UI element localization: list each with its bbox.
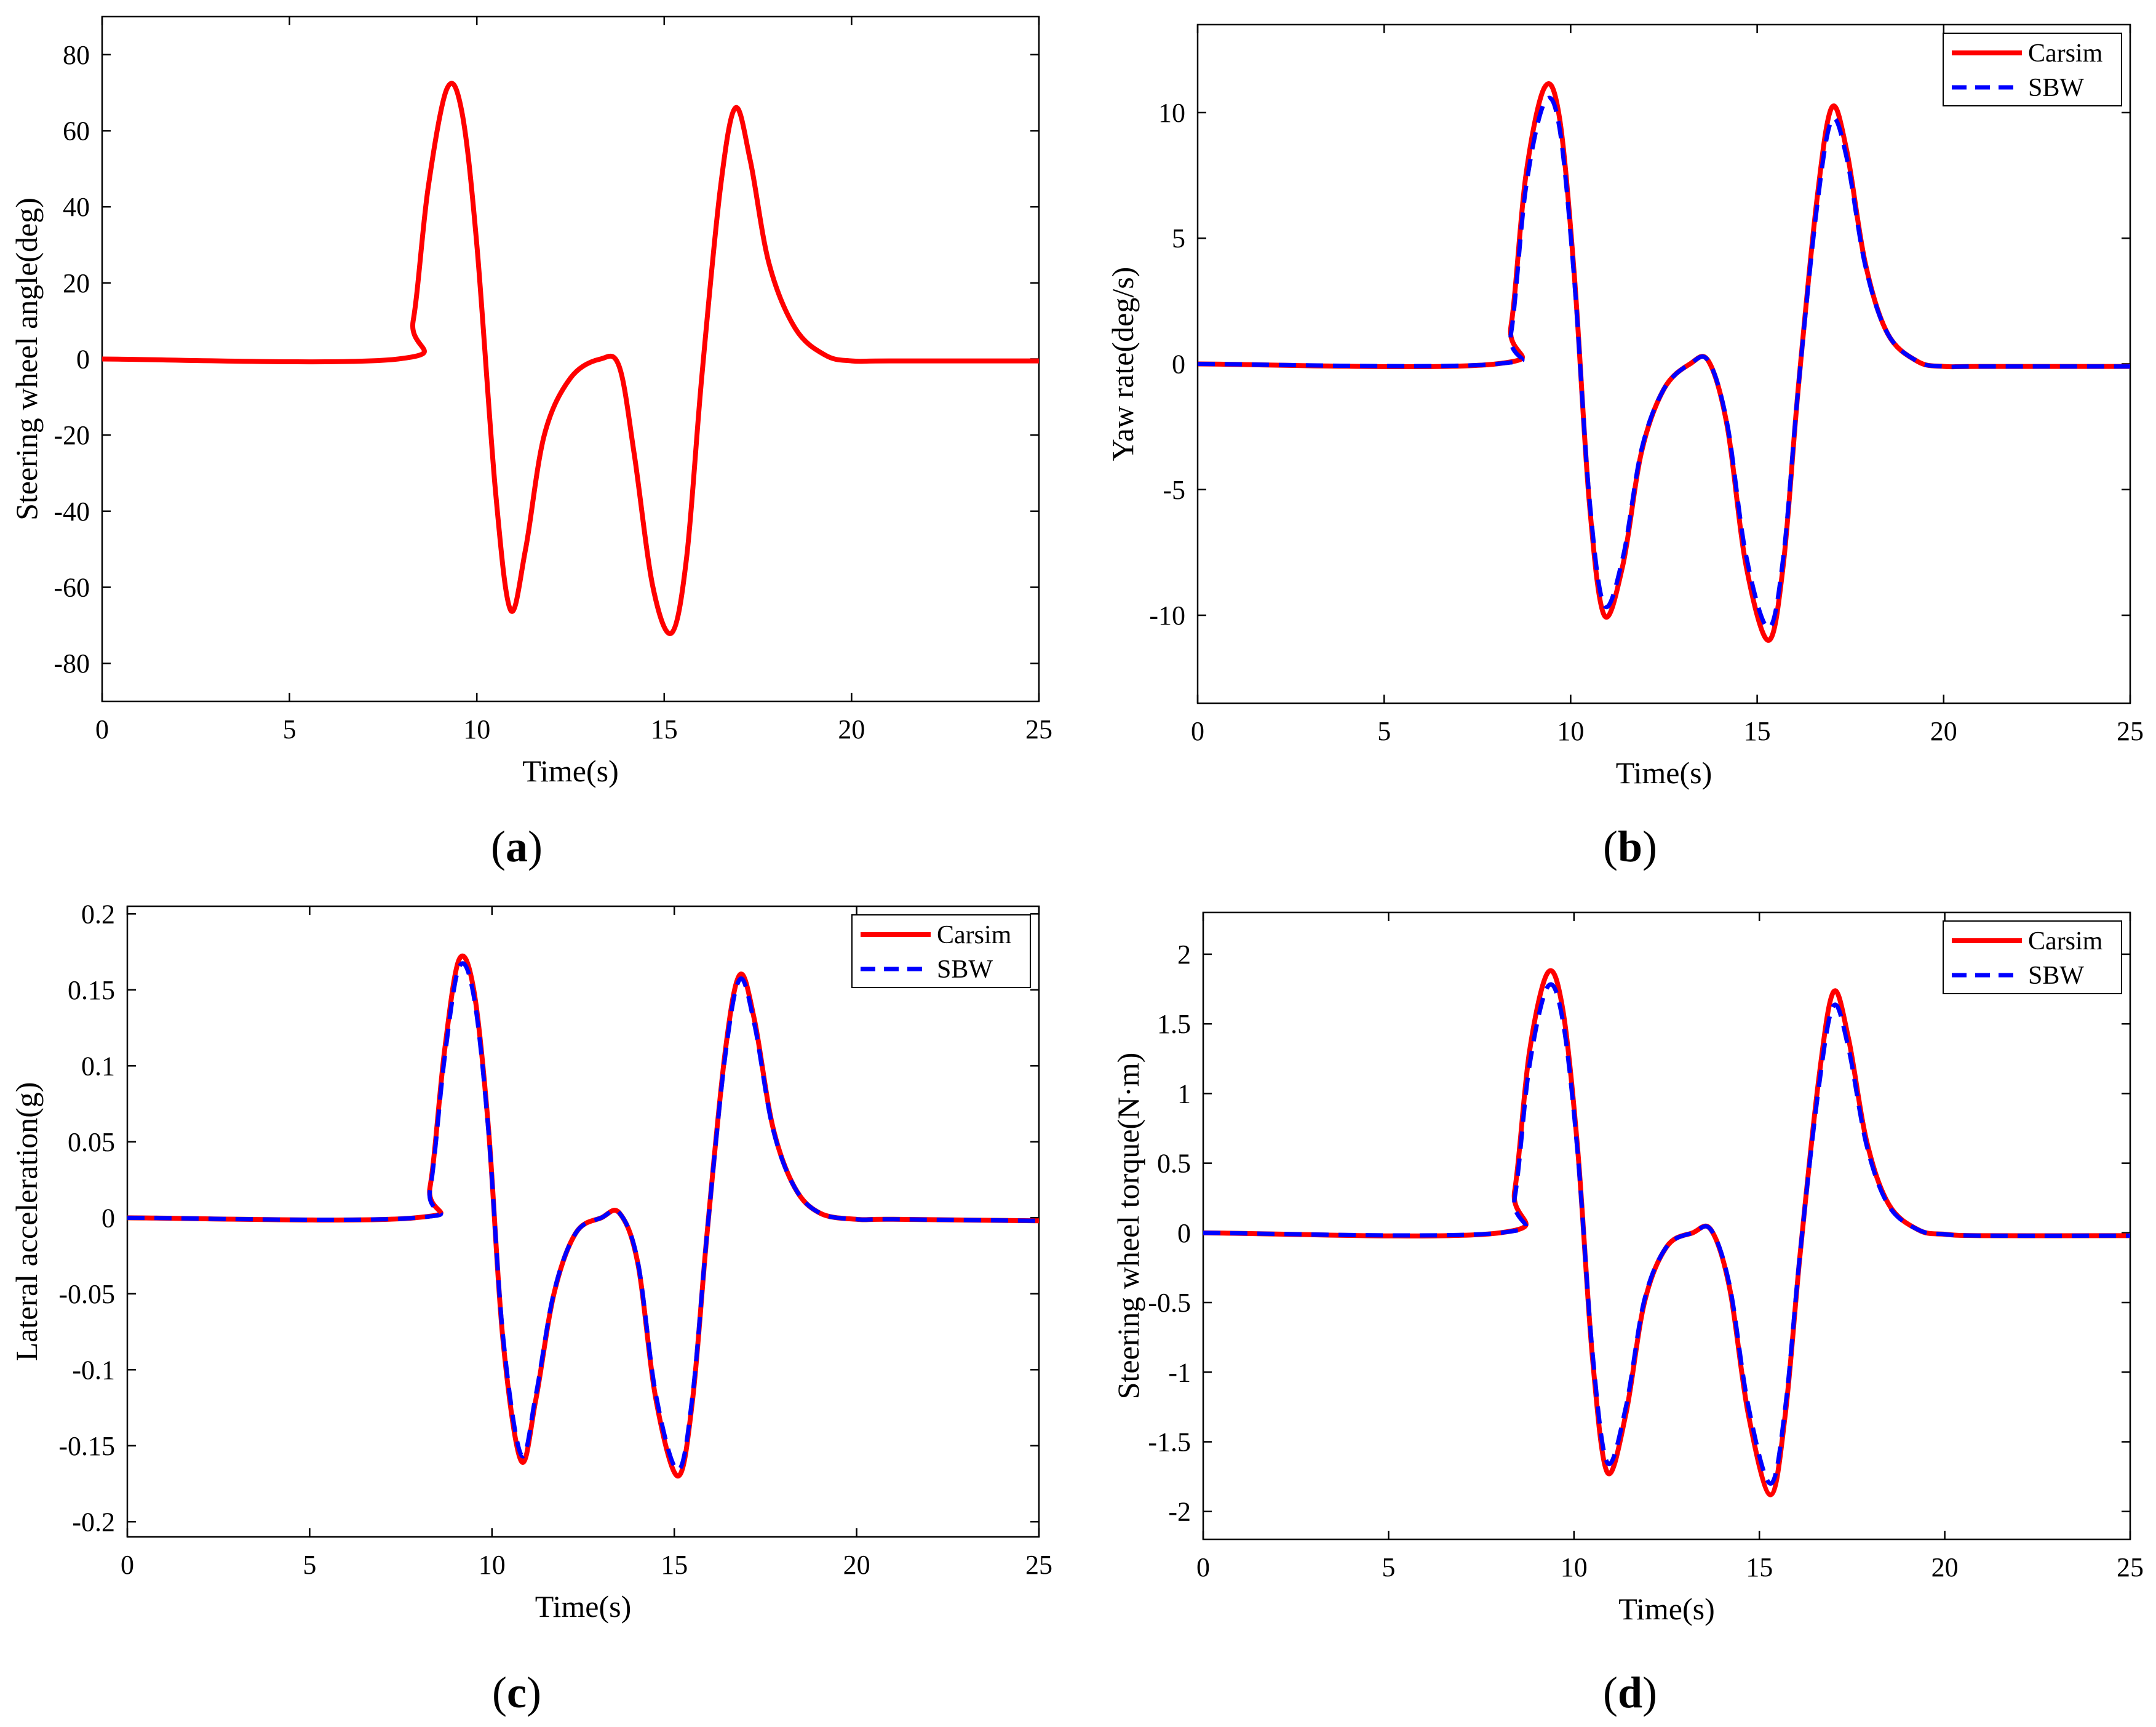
y-tick-label: -40 [54,497,90,527]
y-tick-label: 1 [1177,1079,1191,1109]
y-tick-label: -5 [1163,475,1185,505]
x-tick-label: 10 [1561,1552,1588,1582]
y-tick-label: -0.05 [58,1279,115,1309]
series-line-sbw [1203,982,2130,1486]
x-tick-label: 20 [838,714,865,744]
y-tick-label: 10 [1158,98,1185,128]
y-tick-label: 5 [1172,223,1185,253]
x-axis-label: Time(s) [522,754,619,788]
legend-box [1943,920,2122,994]
y-tick-label: -1.5 [1148,1427,1191,1457]
y-tick-label: 80 [63,40,90,70]
panel-letter: a [506,822,528,871]
x-tick-label: 5 [1382,1552,1395,1582]
x-tick-label: 20 [1930,716,1957,746]
panel-letter: b [1618,822,1642,871]
y-tick-label: 2 [1177,939,1191,970]
y-tick-label: -60 [54,573,90,603]
legend-label-carsim: Carsim [937,921,1012,949]
x-tick-label: 10 [463,714,490,744]
x-tick-label: 10 [1557,716,1584,746]
y-tick-label: 0 [1177,1218,1191,1248]
y-tick-label: 0 [101,1203,115,1233]
x-tick-label: 5 [283,714,296,744]
panel-label: (b) [1603,822,1657,871]
y-tick-label: 0.5 [1157,1149,1191,1179]
plot-frame [1202,911,2131,1541]
y-tick-label: 0.15 [68,975,115,1005]
y-tick-label: -0.5 [1148,1288,1191,1318]
x-axis-label: Time(s) [535,1589,632,1624]
x-axis-label: Time(s) [1618,1592,1715,1626]
series-group [1198,81,2130,643]
y-axis-label: Lateral acceleration(g) [9,1082,44,1362]
chart-panel-b: 0 5 10 15 20 25 10 5 0 -5 -10 Time(s) Yaw rate(deg/s… [1105,23,2144,871]
legend-label-carsim: Carsim [2028,927,2103,955]
x-tick-label: 25 [2117,1552,2144,1582]
panel-label: (c) [492,1668,541,1717]
y-tick-label: 60 [63,116,90,146]
y-tick-label: 0.05 [68,1127,115,1157]
series-group [127,953,1039,1479]
x-tick-label: 0 [121,1550,134,1580]
chart-panel-c: 0 5 10 15 20 25 0.2 0.15 0.1 0.05 0 -0.05 -0.1 -0.15 -… [9,899,1052,1717]
x-tick-label: 10 [479,1550,506,1580]
y-tick-label: -10 [1149,600,1185,631]
panel-label: (d) [1603,1668,1657,1717]
x-tick-label: 15 [661,1550,688,1580]
series-line-sbw [1198,95,2130,630]
x-tick-label: 5 [1377,716,1391,746]
legend-box [1943,33,2122,106]
y-tick-label: -1 [1168,1357,1191,1387]
y-tick-label: -0.1 [72,1355,115,1385]
y-axis-label: Steering wheel angle(deg) [9,197,44,520]
x-tick-label: 25 [1025,714,1052,744]
y-tick-label: -20 [54,420,90,450]
y-tick-label: -0.2 [72,1507,115,1537]
x-tick-label: 15 [651,714,678,744]
x-tick-label: 0 [95,714,109,744]
y-tick-label: 0 [76,345,90,375]
series-line-sbw [127,961,1039,1472]
y-tick-label: -0.15 [58,1431,115,1461]
legend-label-sbw: SBW [2028,74,2084,102]
y-tick-label: 40 [63,192,90,222]
chart-panel-d: 0 5 10 15 20 25 2 1.5 1 0.5 0 -0.5 -1 -1.5 -2 Time(s) St… [1111,911,2144,1717]
series-group [1203,968,2130,1498]
legend-label-sbw: SBW [937,955,993,984]
panel-letter: d [1618,1668,1642,1717]
x-tick-label: 15 [1746,1552,1773,1582]
x-tick-label: 25 [1025,1550,1052,1580]
y-tick-label: 1.5 [1157,1009,1191,1039]
legend: Carsim SBW [1943,920,2122,994]
legend: Carsim SBW [1943,33,2122,106]
legend-label-carsim: Carsim [2028,39,2103,68]
x-tick-label: 20 [843,1550,870,1580]
series-line-carsim [102,81,1039,636]
x-tick-label: 0 [1191,716,1204,746]
y-tick-label: 0 [1172,349,1185,380]
y-tick-label: 20 [63,268,90,298]
chart-panel-a: 0 5 10 15 20 25 80 60 40 20 0 -20 -40 -60 -80 Time(s) St… [9,15,1052,871]
y-axis-label: Yaw rate(deg/s) [1105,267,1140,461]
y-tick-label: 0.2 [81,899,115,929]
panel-letter: c [507,1668,527,1717]
panel-label: (a) [491,822,543,871]
legend-label-sbw: SBW [2028,962,2084,990]
x-tick-label: 20 [1931,1552,1959,1582]
y-axis-label: Steering wheel torque(N·m) [1111,1053,1145,1400]
y-tick-label: 0.1 [81,1051,115,1081]
y-tick-label: -2 [1168,1497,1191,1527]
x-tick-label: 5 [303,1550,316,1580]
legend: Carsim SBW [851,914,1031,988]
x-tick-label: 0 [1196,1552,1210,1582]
x-axis-label: Time(s) [1616,756,1712,790]
legend-box [851,914,1031,988]
x-tick-label: 25 [2117,716,2144,746]
series-group [102,81,1039,636]
x-tick-label: 15 [1744,716,1771,746]
y-tick-label: -80 [54,648,90,679]
